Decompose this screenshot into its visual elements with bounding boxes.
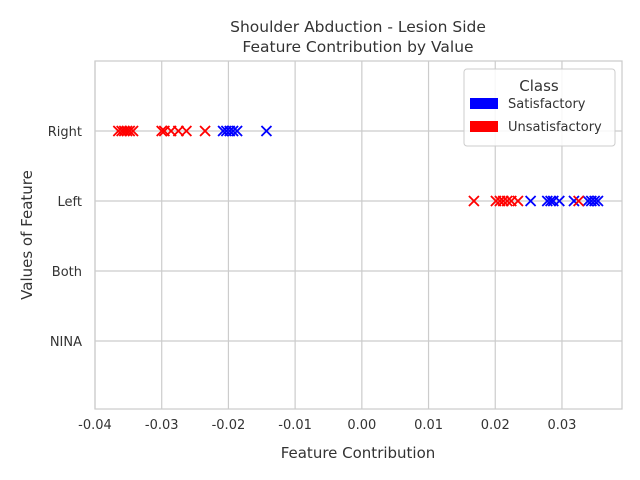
data-point-satisfactory (568, 195, 580, 207)
y-tick-label-right: Right (48, 125, 82, 140)
legend-swatch-unsatisfactory (470, 121, 498, 132)
y-tick-label-nina: NINA (50, 335, 82, 350)
data-point-satisfactory (553, 195, 565, 207)
legend: Class Satisfactory Unsatisfactory (463, 68, 616, 147)
x-tick-label: -0.04 (78, 418, 112, 433)
data-point-unsatisfactory (497, 195, 509, 207)
data-point-satisfactory (592, 195, 604, 207)
data-point-unsatisfactory (172, 125, 185, 137)
x-tick-label: 0.00 (347, 418, 376, 433)
x-tick-label: 0.01 (414, 418, 443, 433)
data-point-unsatisfactory (116, 125, 128, 137)
data-point-satisfactory (544, 195, 557, 207)
data-point-unsatisfactory (512, 195, 524, 207)
x-tick-labels: -0.04 -0.03 -0.02 -0.01 0.00 0.01 0.02 0.03 (78, 418, 576, 433)
legend-title: Class (519, 77, 559, 95)
x-tick-label: 0.03 (547, 418, 576, 433)
data-point-unsatisfactory (127, 125, 139, 137)
data-points (112, 125, 604, 207)
data-point-satisfactory (260, 125, 273, 137)
x-tick-label: 0.02 (481, 418, 510, 433)
plot-frame (94, 60, 623, 410)
data-point-unsatisfactory (573, 195, 585, 207)
chart-title-line-2: Feature Contribution by Value (242, 38, 473, 56)
chart-title-line-1: Shoulder Abduction - Lesion Side (230, 18, 486, 36)
data-point-unsatisfactory (124, 125, 136, 137)
data-point-unsatisfactory (180, 125, 193, 137)
legend-label-satisfactory: Satisfactory (508, 97, 586, 112)
y-tick-label-both: Both (52, 265, 82, 280)
y-tick-label-left: Left (58, 195, 82, 210)
x-axis-label: Feature Contribution (281, 444, 436, 462)
legend-box (463, 68, 616, 147)
y-tick-labels: Right Left Both NINA (48, 125, 82, 350)
x-tick-label: -0.03 (145, 418, 179, 433)
data-point-unsatisfactory (199, 125, 211, 137)
y-axis-label: Values of Feature (18, 170, 36, 300)
data-point-satisfactory (227, 125, 239, 137)
data-point-unsatisfactory (156, 125, 168, 137)
legend-swatch-satisfactory (470, 98, 498, 109)
data-point-unsatisfactory (468, 195, 480, 207)
data-point-satisfactory (589, 195, 601, 207)
legend-label-unsatisfactory: Unsatisfactory (508, 120, 602, 135)
data-point-satisfactory (524, 195, 537, 207)
x-tick-label: -0.01 (278, 418, 312, 433)
data-point-unsatisfactory (501, 195, 513, 207)
data-point-unsatisfactory (118, 125, 130, 137)
x-tick-label: -0.02 (212, 418, 246, 433)
data-point-satisfactory (231, 125, 243, 137)
